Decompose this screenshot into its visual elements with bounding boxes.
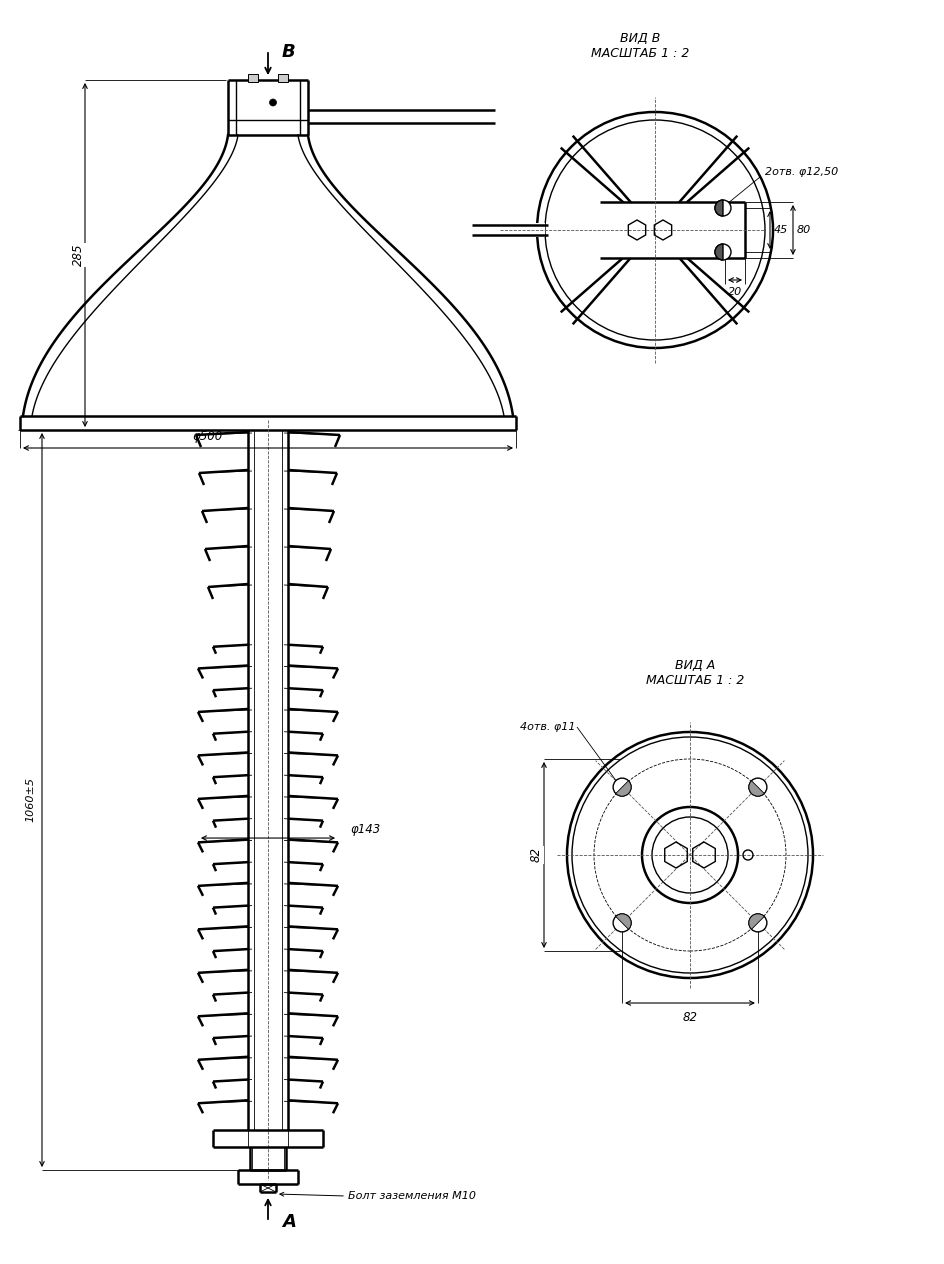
Text: A: A bbox=[281, 1213, 295, 1231]
Circle shape bbox=[613, 914, 631, 932]
Circle shape bbox=[748, 779, 767, 796]
Text: 285: 285 bbox=[72, 244, 84, 267]
Text: ВИД В
МАСШТАБ 1 : 2: ВИД В МАСШТАБ 1 : 2 bbox=[590, 32, 688, 59]
Bar bbox=[278, 75, 288, 82]
Polygon shape bbox=[599, 202, 744, 258]
Text: ВИД А
МАСШТАБ 1 : 2: ВИД А МАСШТАБ 1 : 2 bbox=[645, 659, 744, 688]
Wedge shape bbox=[615, 914, 631, 929]
Circle shape bbox=[269, 99, 277, 106]
Text: 1060±5: 1060±5 bbox=[25, 777, 35, 823]
Text: 2отв. φ12,50: 2отв. φ12,50 bbox=[765, 167, 837, 177]
Wedge shape bbox=[715, 200, 722, 216]
Polygon shape bbox=[471, 222, 545, 238]
Circle shape bbox=[613, 779, 631, 796]
Wedge shape bbox=[615, 781, 631, 796]
Text: 82: 82 bbox=[682, 1011, 697, 1024]
Bar bbox=[247, 75, 258, 82]
Text: 80: 80 bbox=[796, 225, 810, 235]
Text: Болт заземления М10: Болт заземления М10 bbox=[347, 1191, 476, 1201]
Text: 20: 20 bbox=[727, 287, 741, 297]
Circle shape bbox=[715, 200, 731, 216]
Text: 4отв. φ11: 4отв. φ11 bbox=[519, 722, 574, 732]
Text: 82: 82 bbox=[529, 847, 542, 862]
Text: φ143: φ143 bbox=[349, 823, 379, 836]
Text: 45: 45 bbox=[773, 225, 787, 235]
Circle shape bbox=[748, 914, 767, 932]
Text: φ500: φ500 bbox=[193, 430, 223, 442]
Circle shape bbox=[715, 244, 731, 260]
Wedge shape bbox=[748, 781, 764, 796]
Wedge shape bbox=[748, 914, 764, 929]
Text: B: B bbox=[281, 43, 295, 61]
Wedge shape bbox=[715, 244, 722, 260]
